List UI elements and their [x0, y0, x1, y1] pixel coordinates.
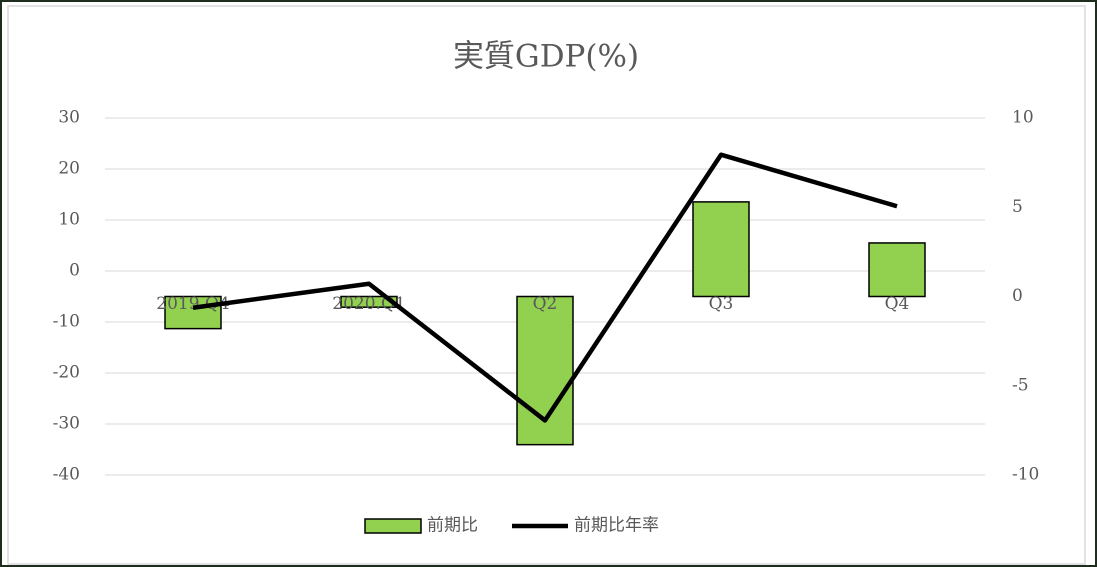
y2-tick-label: 0: [1012, 286, 1023, 306]
chart-title: 実質GDP(%): [453, 39, 639, 75]
bar: [692, 201, 750, 298]
legend-label: 前期比年率: [574, 516, 659, 536]
y-tick-label: -10: [53, 312, 80, 332]
legend-label: 前期比: [427, 516, 478, 536]
y-tick-label: 30: [58, 108, 80, 128]
x-tick-label: Q4: [885, 294, 910, 314]
x-tick-label: Q2: [533, 294, 558, 314]
y-tick-label: 20: [58, 159, 80, 179]
bar: [340, 295, 398, 308]
y2-tick-label: 10: [1012, 108, 1034, 128]
y2-tick-label: 5: [1012, 197, 1023, 217]
x-tick-label: Q3: [709, 294, 734, 314]
y-tick-label: -40: [53, 465, 80, 485]
y2-tick-label: -10: [1012, 465, 1039, 485]
line: [192, 152, 898, 423]
y-tick-label: -20: [53, 363, 80, 383]
y-tick-label: -30: [53, 414, 80, 434]
legend-swatch: [364, 518, 422, 534]
x-tick-label: 2019.Q4: [156, 294, 229, 314]
bar: [164, 295, 222, 330]
y-tick-label: 10: [58, 210, 80, 230]
y2-tick-label: -5: [1012, 375, 1029, 395]
bar: [868, 242, 926, 298]
y-tick-label: 0: [69, 261, 80, 281]
